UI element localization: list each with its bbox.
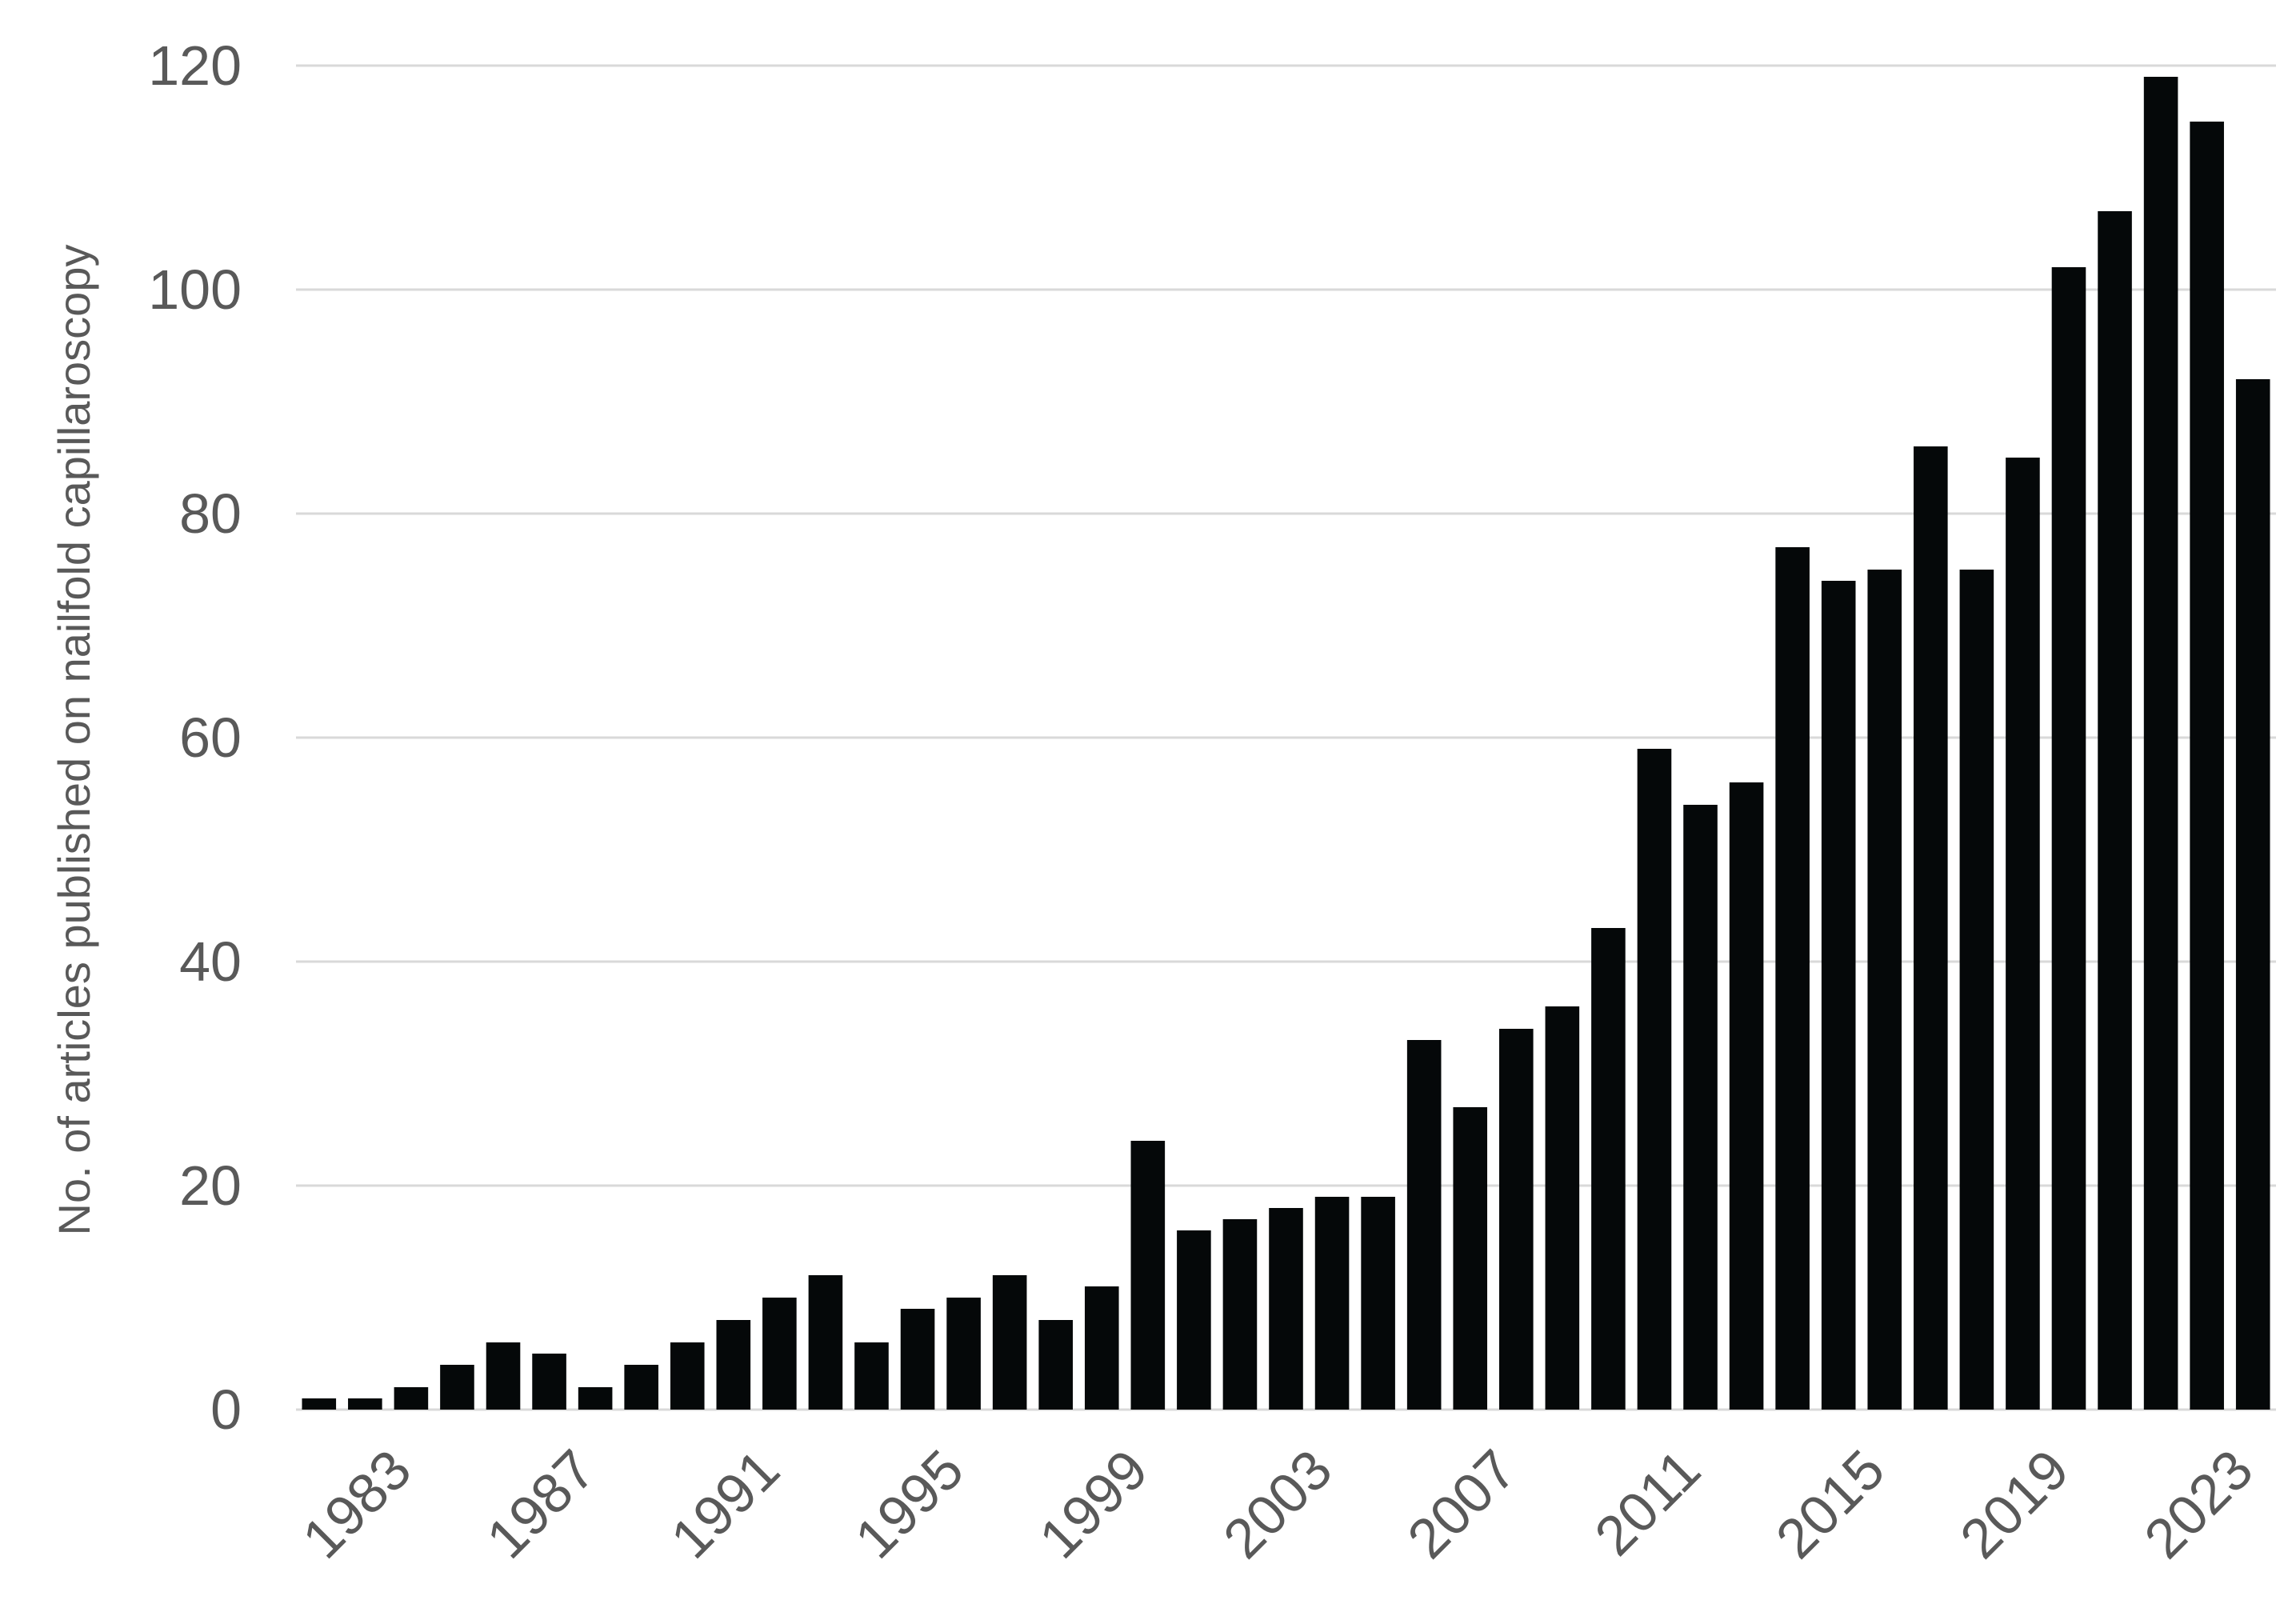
y-tick-label: 20 bbox=[179, 1154, 242, 1217]
bar-1981 bbox=[302, 1398, 337, 1410]
bar-1995 bbox=[946, 1298, 981, 1410]
x-tick-label: 2015 bbox=[1764, 1438, 1896, 1570]
bar-1998 bbox=[1084, 1286, 1119, 1410]
bar-1989 bbox=[670, 1342, 705, 1410]
bar-2022 bbox=[2190, 122, 2224, 1410]
x-tick-label: 1999 bbox=[1027, 1438, 1159, 1570]
y-tick-labels: 0 20 40 60 80 100 120 bbox=[148, 34, 242, 1441]
bar-1996 bbox=[992, 1275, 1027, 1410]
gridlines bbox=[296, 64, 2276, 1411]
x-tick-label: 1995 bbox=[843, 1438, 975, 1570]
x-tick-label: 2011 bbox=[1583, 1438, 1713, 1567]
bar-1997 bbox=[1038, 1320, 1074, 1410]
bars bbox=[302, 77, 2270, 1410]
bar-2011 bbox=[1683, 805, 1718, 1410]
bar-2012 bbox=[1729, 782, 1764, 1410]
bar-2013 bbox=[1775, 547, 1810, 1410]
bar-1983 bbox=[394, 1387, 429, 1410]
bar-2018 bbox=[2006, 458, 2040, 1410]
y-tick-label: 0 bbox=[210, 1378, 242, 1441]
bar-2002 bbox=[1269, 1208, 1303, 1410]
bar-1999 bbox=[1130, 1141, 1166, 1410]
bar-2023 bbox=[2235, 379, 2270, 1410]
bar-2005 bbox=[1406, 1040, 1442, 1410]
bar-2008 bbox=[1545, 1006, 1580, 1410]
bar-2014 bbox=[1821, 581, 1856, 1410]
x-tick-label: 1991 bbox=[659, 1438, 791, 1570]
bar-2015 bbox=[1867, 570, 1902, 1410]
x-tick-label: 2003 bbox=[1211, 1438, 1343, 1570]
bar-2003 bbox=[1314, 1197, 1350, 1410]
bar-1987 bbox=[578, 1387, 613, 1410]
bar-2021 bbox=[2143, 77, 2178, 1410]
bar-2001 bbox=[1222, 1219, 1258, 1410]
bar-2017 bbox=[1959, 570, 1994, 1410]
bar-1985 bbox=[486, 1342, 521, 1410]
x-tick-label: 2019 bbox=[1948, 1438, 2080, 1570]
bar-2007 bbox=[1498, 1029, 1534, 1410]
bar-2004 bbox=[1361, 1197, 1395, 1410]
bar-1993 bbox=[854, 1342, 889, 1410]
bar-1991 bbox=[762, 1298, 797, 1410]
bar-1986 bbox=[532, 1354, 566, 1410]
bar-1994 bbox=[900, 1309, 935, 1410]
bar-1984 bbox=[440, 1365, 474, 1410]
y-tick-label: 40 bbox=[179, 930, 242, 993]
bar-2019 bbox=[2051, 267, 2086, 1410]
x-tick-label: 1983 bbox=[290, 1438, 422, 1570]
y-axis-title: No. of articles published on nailfold ca… bbox=[49, 245, 99, 1236]
bar-1988 bbox=[624, 1365, 658, 1410]
y-tick-label: 120 bbox=[148, 34, 242, 97]
x-tick-label: 2023 bbox=[2133, 1438, 2265, 1570]
bar-1992 bbox=[808, 1275, 843, 1410]
x-tick-label: 2007 bbox=[1396, 1438, 1528, 1570]
y-tick-label: 100 bbox=[148, 258, 242, 321]
x-tick-label: 1987 bbox=[474, 1438, 606, 1570]
bar-2010 bbox=[1637, 749, 1672, 1410]
y-tick-label: 60 bbox=[179, 706, 242, 769]
bar-2000 bbox=[1177, 1230, 1211, 1410]
y-tick-label: 80 bbox=[179, 482, 242, 545]
bar-2020 bbox=[2098, 211, 2132, 1410]
bar-1982 bbox=[348, 1398, 382, 1410]
x-tick-labels: 1983 1987 1991 1995 1999 2003 2007 2011 2015 2019… bbox=[290, 1438, 2265, 1570]
bar-1990 bbox=[716, 1320, 751, 1410]
bar-2009 bbox=[1591, 928, 1626, 1410]
bar-2016 bbox=[1914, 446, 1948, 1410]
bar-2006 bbox=[1453, 1107, 1488, 1410]
